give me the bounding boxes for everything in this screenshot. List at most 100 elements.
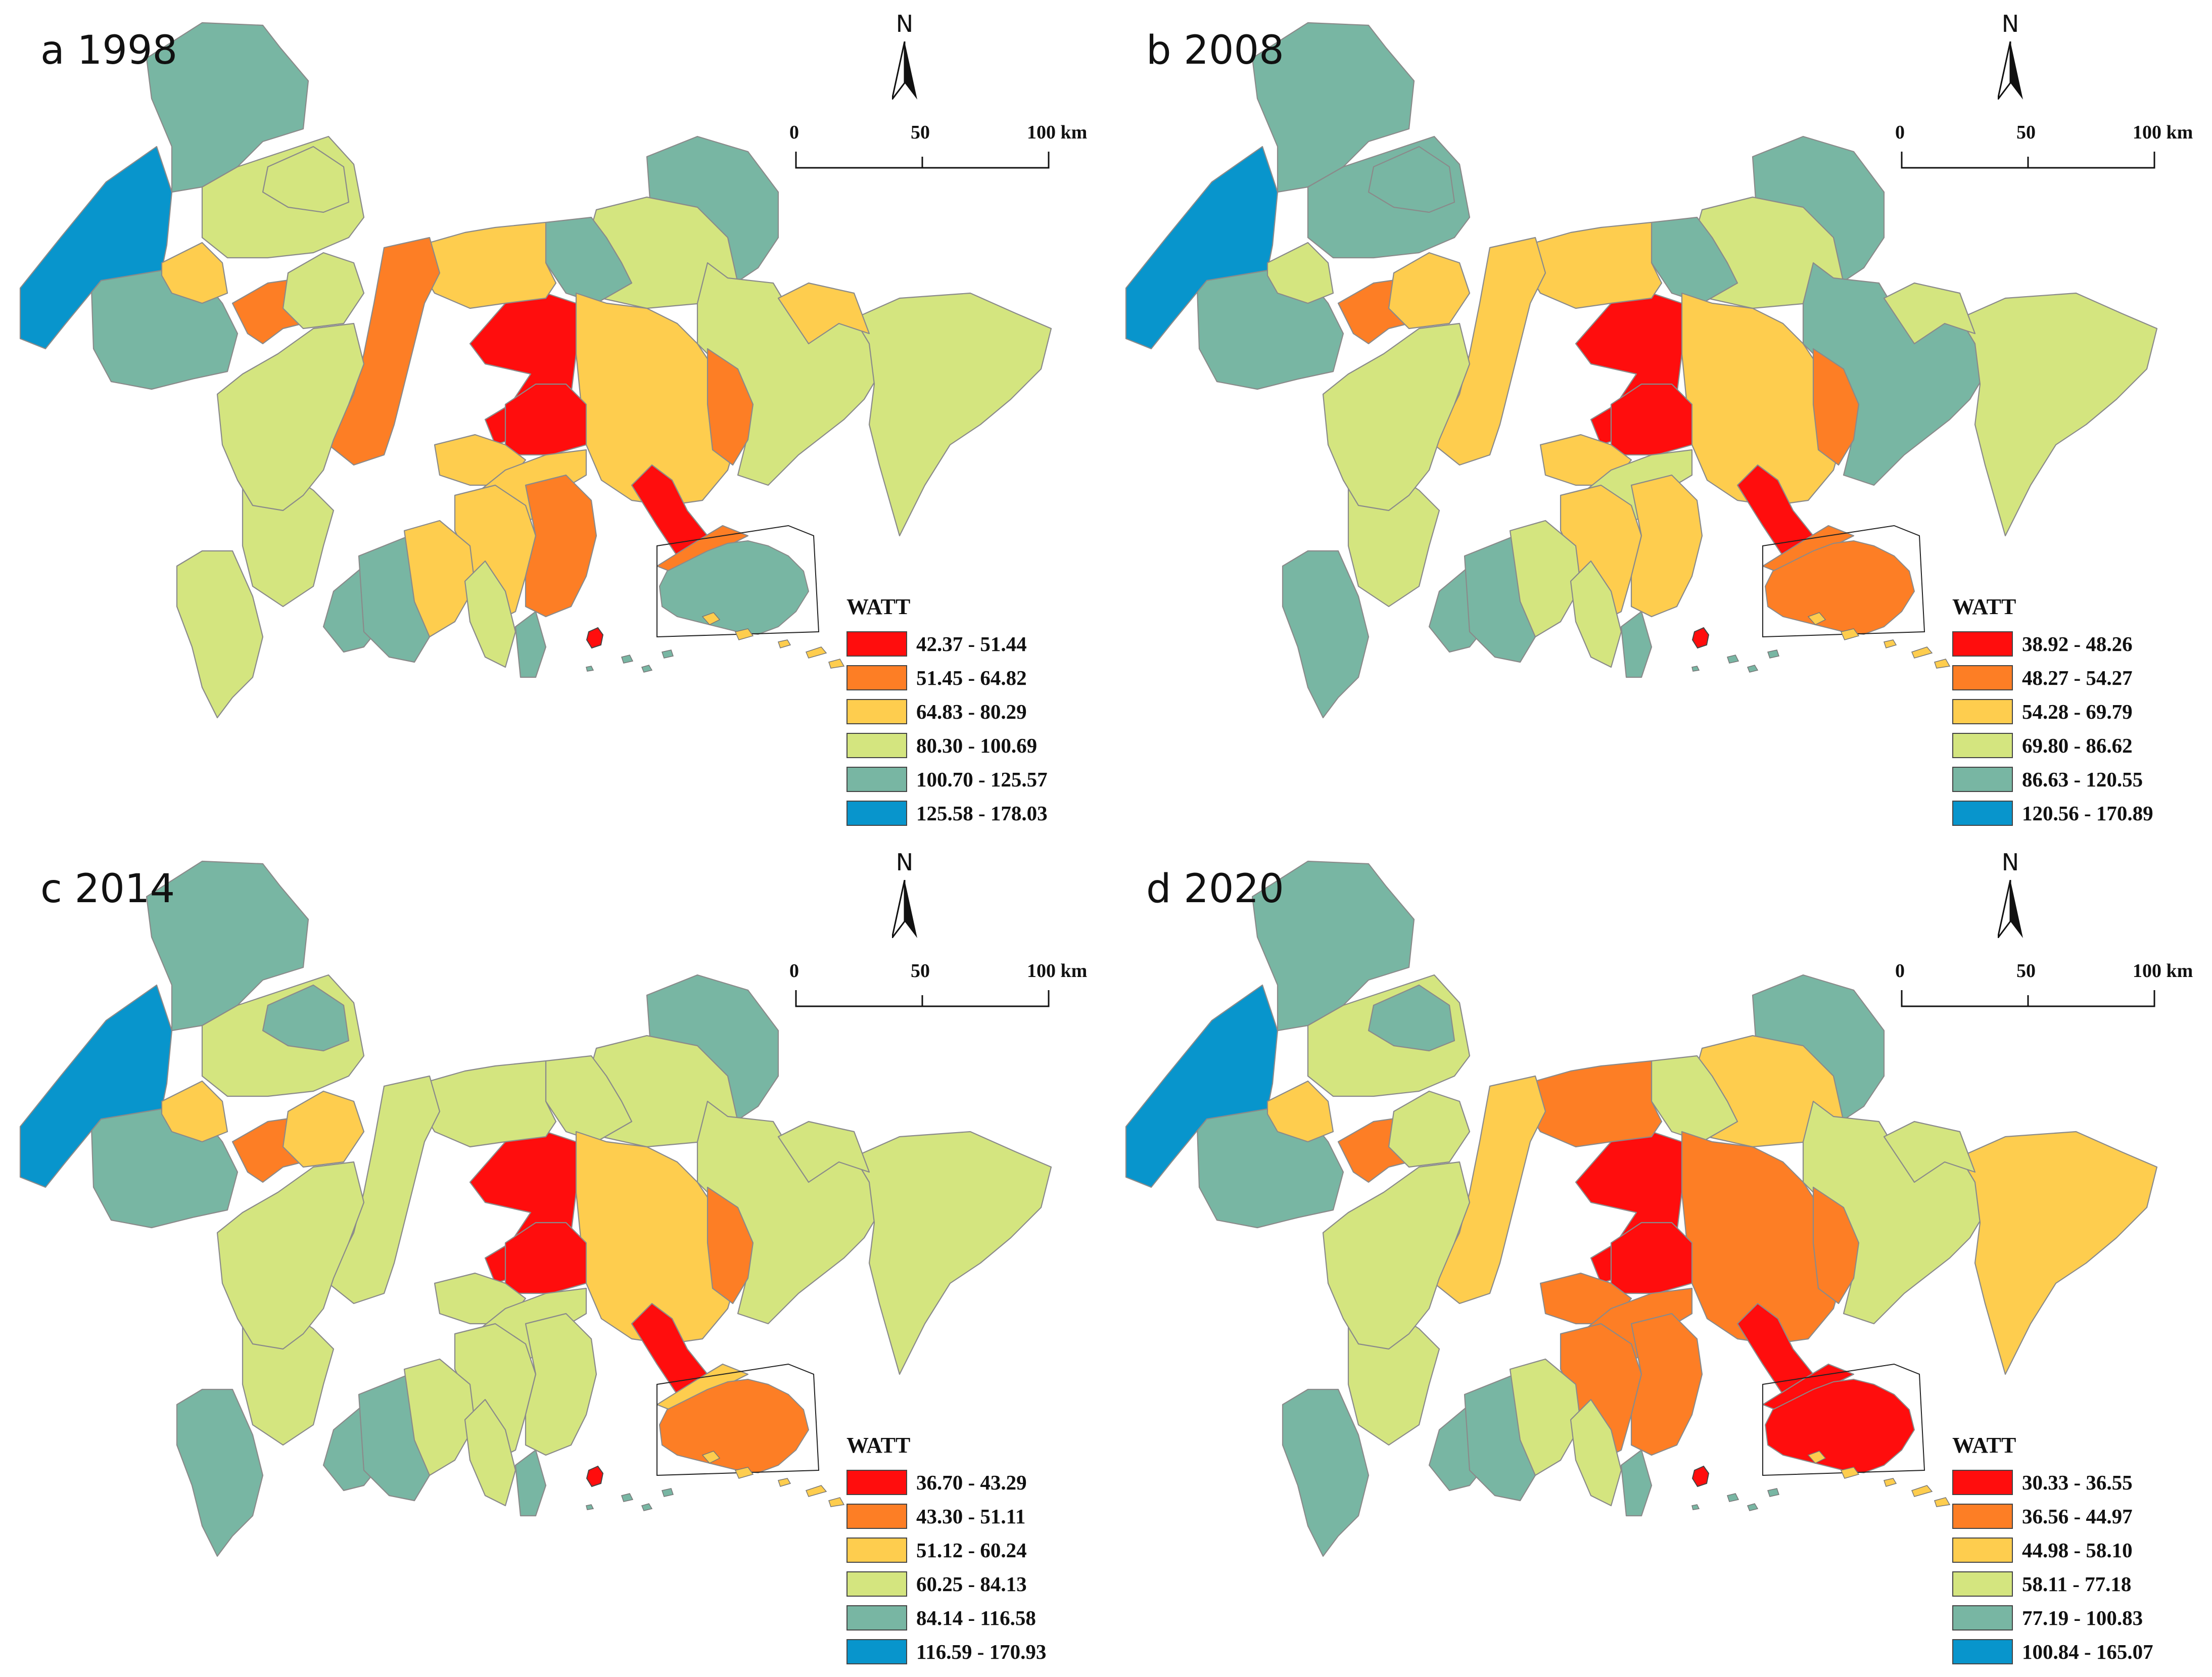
north-arrow: N (1988, 10, 2033, 106)
district-region (403, 520, 476, 638)
island (641, 665, 653, 673)
legend-swatch (1952, 1571, 2013, 1597)
district-region (1651, 1055, 1738, 1143)
district-region (1368, 984, 1455, 1052)
legend-items: 30.33 - 36.55 36.56 - 44.97 44.98 - 58.10 5… (1952, 1465, 2195, 1668)
choropleth-map (19, 860, 1052, 1557)
district-region (1812, 1186, 1860, 1305)
scale-bar: 0 50 100 km (778, 121, 1087, 182)
legend-item: 38.92 - 48.26 (1952, 627, 2195, 661)
island (701, 612, 721, 625)
district-region (514, 611, 547, 678)
boundary-outline (1762, 525, 1925, 638)
map-panel-2020: d 2020 N 0 50 100 km WATT 30.33 - 36.55 3… (1106, 838, 2211, 1677)
legend-item: 44.98 - 58.10 (1952, 1533, 2195, 1567)
scale-tick-100: 100 km (1027, 960, 1088, 982)
legend-item: 54.28 - 69.79 (1952, 694, 2195, 728)
legend-swatch (846, 1605, 907, 1631)
legend-swatch (846, 1469, 907, 1495)
district-region (1959, 1131, 2158, 1375)
district-region (1266, 242, 1334, 304)
island (828, 1497, 845, 1507)
scale-tick-0: 0 (1895, 960, 1905, 982)
hong-kong-region (658, 540, 810, 635)
legend-label: 36.70 - 43.29 (916, 1470, 1027, 1494)
legend-swatch (1952, 1469, 2013, 1495)
district-region (707, 1186, 754, 1305)
legend-items: 38.92 - 48.26 48.27 - 54.27 54.28 - 69.79 6… (1952, 627, 2195, 830)
legend-title: WATT (1952, 1433, 2016, 1458)
district-region (1959, 292, 2158, 537)
district-region (1388, 1090, 1471, 1168)
legend-item: 125.58 - 178.03 (846, 796, 1089, 830)
legend-label: 38.92 - 48.26 (2022, 632, 2133, 656)
scale-tick-100: 100 km (1027, 122, 1088, 143)
district-region (1620, 1449, 1653, 1517)
district-region (262, 146, 350, 213)
district-region (176, 550, 264, 719)
island (1884, 639, 1897, 648)
legend-swatch (1952, 698, 2013, 724)
legend-label: 51.45 - 64.82 (916, 666, 1027, 689)
scale-tick-0: 0 (1895, 122, 1905, 143)
boundary-outline (1762, 1363, 1925, 1476)
legend-label: 125.58 - 178.03 (916, 801, 1048, 825)
scale-tick-50: 50 (2016, 960, 2036, 982)
macau-region (1691, 1465, 1710, 1487)
region-layer (1125, 860, 2158, 1557)
district-region (1509, 520, 1582, 638)
legend-swatch (1952, 631, 2013, 657)
legend-item: 84.14 - 116.58 (846, 1601, 1089, 1635)
island (662, 649, 674, 659)
legend-label: 100.70 - 125.57 (916, 767, 1048, 791)
north-label: N (896, 849, 914, 876)
legend-swatch (1952, 732, 2013, 758)
island (734, 628, 754, 640)
island (1934, 1497, 1951, 1507)
island (805, 646, 827, 659)
district-region (777, 282, 870, 345)
legend-item: 48.27 - 54.27 (1952, 661, 2195, 694)
island (1911, 646, 1933, 659)
map-panel-2014: c 2014 N 0 50 100 km WATT 36.70 - 43.29 4… (0, 838, 1106, 1677)
scale-tick-50: 50 (911, 960, 930, 982)
legend-item: 80.30 - 100.69 (846, 728, 1089, 762)
legend-item: 100.84 - 165.07 (1952, 1635, 2195, 1668)
scale-tick-100: 100 km (2133, 960, 2193, 982)
scale-tick-0: 0 (789, 960, 799, 982)
island-layer (586, 612, 845, 673)
district-region (853, 1131, 1052, 1375)
legend-item: 64.83 - 80.29 (846, 694, 1089, 728)
island (586, 666, 594, 672)
legend-items: 42.37 - 51.44 51.45 - 64.82 64.83 - 80.29 8… (846, 627, 1089, 830)
district-region (1524, 221, 1663, 309)
district-region (282, 1090, 365, 1168)
legend-swatch (846, 1537, 907, 1563)
district-region (176, 1388, 264, 1557)
scale-bar-graphic (1901, 152, 2155, 169)
macau-region (586, 627, 604, 649)
legend-label: 84.14 - 116.58 (916, 1606, 1036, 1629)
boundary-outline (656, 525, 820, 638)
legend-swatch (846, 1571, 907, 1597)
scale-bar: 0 50 100 km (1884, 960, 2193, 1020)
map-panel-2008: b 2008 N 0 50 100 km WATT 38.92 - 48.26 4… (1106, 0, 2211, 838)
legend: WATT 36.70 - 43.29 43.30 - 51.11 51.12 - 6… (846, 1432, 1089, 1668)
district-region (545, 216, 633, 304)
district-region (464, 1399, 516, 1507)
island (1807, 612, 1826, 625)
district-region (1251, 860, 1415, 1032)
legend: WATT 30.33 - 36.55 36.56 - 44.97 44.98 - 5… (1952, 1432, 2195, 1668)
district-region (464, 560, 516, 668)
legend-label: 48.27 - 54.27 (2022, 666, 2133, 689)
district-region (525, 474, 597, 618)
legend-label: 43.30 - 51.11 (916, 1504, 1026, 1528)
north-arrow: N (882, 849, 927, 945)
legend-label: 86.63 - 120.55 (2022, 767, 2143, 791)
district-region (216, 322, 365, 511)
legend-label: 116.59 - 170.93 (916, 1640, 1047, 1663)
legend-item: 42.37 - 51.44 (846, 627, 1089, 661)
island (1727, 655, 1739, 664)
island (1727, 1493, 1739, 1502)
district-region (1266, 1080, 1334, 1143)
